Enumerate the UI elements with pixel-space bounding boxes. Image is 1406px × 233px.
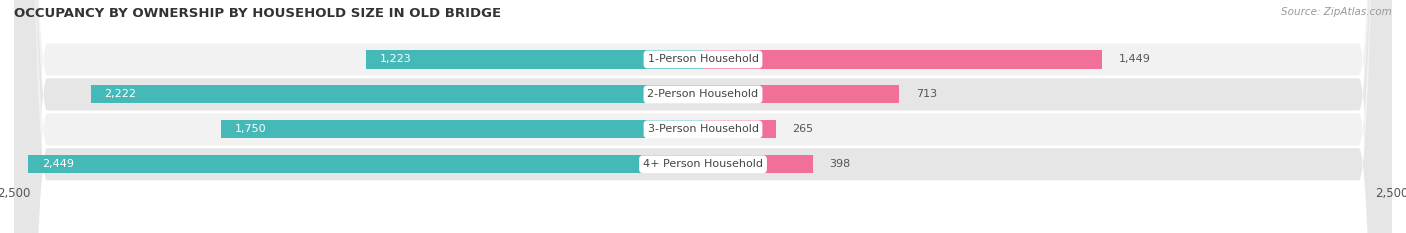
Text: 2-Person Household: 2-Person Household bbox=[647, 89, 759, 99]
Text: OCCUPANCY BY OWNERSHIP BY HOUSEHOLD SIZE IN OLD BRIDGE: OCCUPANCY BY OWNERSHIP BY HOUSEHOLD SIZE… bbox=[14, 7, 501, 20]
Text: 1-Person Household: 1-Person Household bbox=[648, 55, 758, 64]
Legend: Owner-occupied, Renter-occupied: Owner-occupied, Renter-occupied bbox=[579, 230, 827, 233]
FancyBboxPatch shape bbox=[14, 0, 1392, 233]
Text: 3-Person Household: 3-Person Household bbox=[648, 124, 758, 134]
FancyBboxPatch shape bbox=[14, 0, 1392, 233]
Bar bbox=[703, 85, 900, 103]
Text: 265: 265 bbox=[793, 124, 814, 134]
Bar bbox=[703, 155, 813, 173]
Bar bbox=[28, 155, 703, 173]
Text: Source: ZipAtlas.com: Source: ZipAtlas.com bbox=[1281, 7, 1392, 17]
FancyBboxPatch shape bbox=[14, 0, 1392, 233]
Bar bbox=[366, 50, 703, 69]
Text: 1,449: 1,449 bbox=[1119, 55, 1150, 64]
Text: 2,222: 2,222 bbox=[104, 89, 136, 99]
Bar bbox=[221, 120, 703, 138]
Text: 4+ Person Household: 4+ Person Household bbox=[643, 159, 763, 169]
Bar bbox=[90, 85, 703, 103]
FancyBboxPatch shape bbox=[14, 0, 1392, 233]
Text: 713: 713 bbox=[917, 89, 938, 99]
Text: 398: 398 bbox=[830, 159, 851, 169]
Bar bbox=[703, 120, 776, 138]
Bar bbox=[703, 50, 1102, 69]
Text: 1,750: 1,750 bbox=[235, 124, 266, 134]
Text: 1,223: 1,223 bbox=[380, 55, 412, 64]
Text: 2,449: 2,449 bbox=[42, 159, 75, 169]
